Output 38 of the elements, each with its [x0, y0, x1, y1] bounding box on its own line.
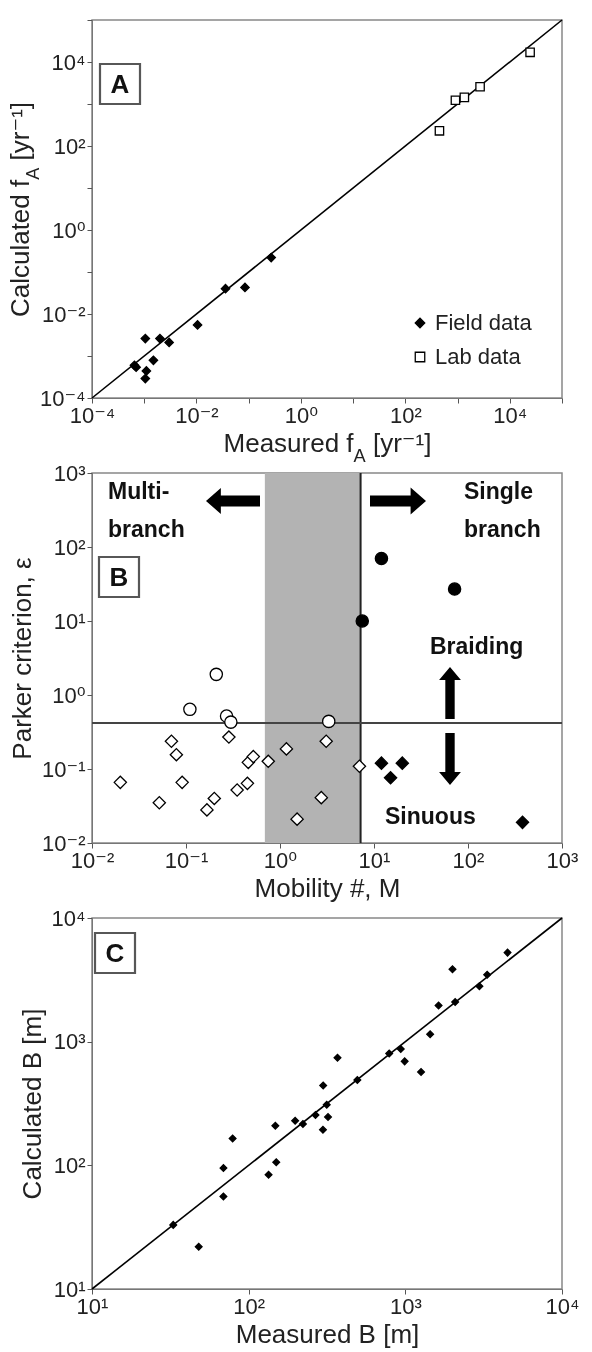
y-tick-label: 10⁻¹ [42, 756, 86, 782]
annotation: Braiding [430, 633, 524, 659]
x-tick-label: 10⁻¹ [164, 847, 209, 873]
y-tick-label: 10³ [53, 460, 86, 486]
y-tick-label: 10⁴ [51, 49, 86, 75]
y-tick-label: 10⁴ [51, 905, 86, 931]
y-tick-label: 10² [53, 534, 86, 560]
x-tick-label: 10⁰ [284, 402, 319, 428]
x-tick-label: 10² [452, 847, 485, 873]
y-tick-label: 10² [53, 1152, 86, 1178]
y-tick-label: 10¹ [53, 608, 86, 634]
y-tick-label: 10³ [53, 1029, 86, 1055]
x-tick-label: 10² [389, 402, 422, 428]
x-tick-label: 10³ [389, 1293, 422, 1319]
x-axis-title: Mobility #, M [254, 872, 401, 903]
x-tick-label: 10⁻² [175, 402, 219, 428]
x-tick-label: 10⁴ [545, 1293, 580, 1319]
x-tick-label: 10⁴ [493, 402, 528, 428]
annotation: B [109, 562, 129, 592]
annotation: Single branch [464, 478, 541, 542]
y-axis-title: Parker criterion, ε [7, 556, 38, 760]
legend-label: Lab data [435, 344, 522, 369]
x-tick-label: 10¹ [358, 847, 391, 873]
y-tick-label: 10⁰ [52, 217, 86, 243]
legend-label: Field data [435, 310, 533, 335]
annotation: Sinuous [385, 803, 476, 829]
x-tick-label: 10³ [546, 847, 579, 873]
annotation: Multi-branch [108, 478, 185, 542]
y-tick-label: 10² [53, 133, 86, 159]
x-tick-label: 10² [233, 1293, 266, 1319]
x-axis-title: Measured B [m] [235, 1318, 420, 1349]
annotation: C [105, 938, 125, 968]
y-tick-label: 10⁰ [52, 682, 86, 708]
x-axis-title: Measured f$_{A}$ [yr⁻¹] [223, 427, 432, 466]
y-tick-label: 10⁻² [42, 301, 86, 327]
x-tick-label: 10⁰ [263, 847, 298, 873]
annotation: A [110, 69, 130, 99]
y-axis-title: Calculated B [m] [16, 1008, 47, 1200]
